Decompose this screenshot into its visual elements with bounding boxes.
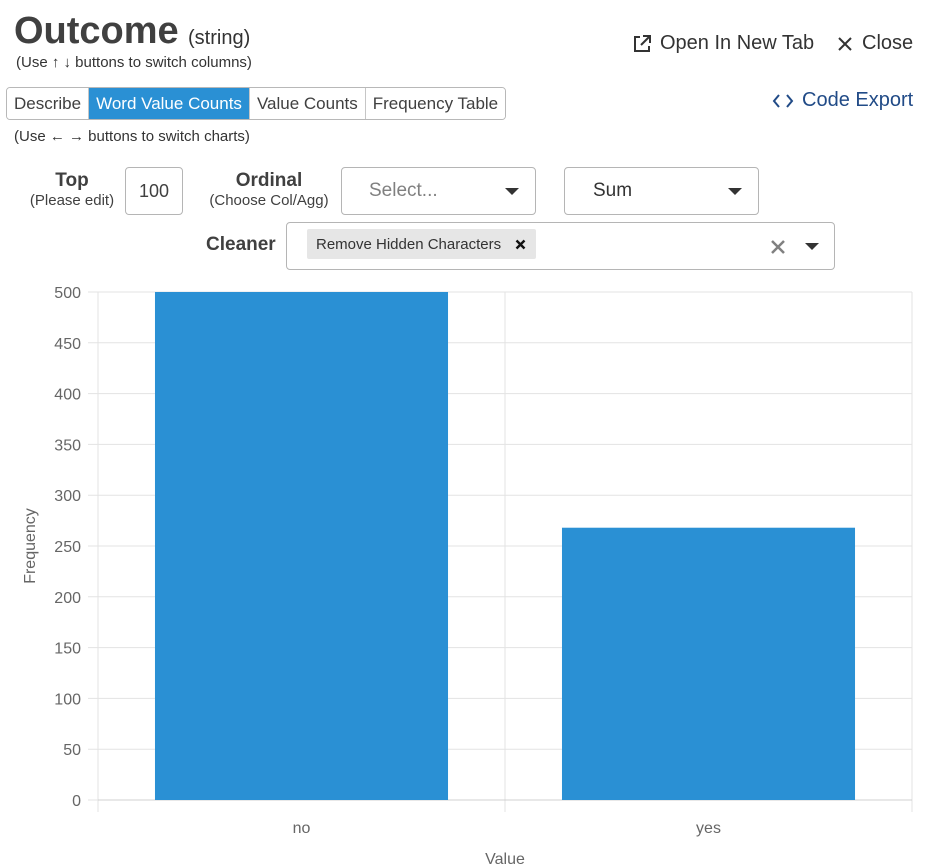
bar-no[interactable] xyxy=(154,292,449,800)
x-axis-ticks: no yes xyxy=(293,820,721,837)
chevron-down-icon[interactable] xyxy=(805,243,819,250)
top-input-value: 100 xyxy=(138,180,170,201)
y-tick-label: 150 xyxy=(54,641,81,658)
remove-tag-icon[interactable] xyxy=(515,239,526,250)
cleaner-multiselect[interactable]: Remove Hidden Characters xyxy=(286,222,835,270)
top-input[interactable]: 100 xyxy=(125,167,183,215)
y-tick-label: 350 xyxy=(54,437,81,454)
close-button[interactable]: Close xyxy=(836,32,913,55)
x-tick-label: yes xyxy=(696,820,721,837)
ordinal-sublabel: (Choose Col/Agg) xyxy=(209,192,329,209)
top-label: Top xyxy=(55,170,89,191)
cleaner-tag-label: Remove Hidden Characters xyxy=(316,235,502,253)
code-export-label: Code Export xyxy=(802,89,914,111)
y-axis-ticks: 0 50 100 150 200 250 300 350 400 450 500 xyxy=(54,285,81,810)
aggregation-select[interactable]: Sum xyxy=(564,167,759,215)
open-new-tab-label: Open In New Tab xyxy=(660,32,815,54)
y-tick-label: 250 xyxy=(54,539,81,556)
chevron-down-icon xyxy=(505,187,519,195)
close-label: Close xyxy=(862,32,914,54)
x-axis-label: Value xyxy=(485,851,525,868)
code-export-button[interactable]: Code Export xyxy=(772,89,913,112)
aggregation-value: Sum xyxy=(593,180,633,201)
open-new-tab-button[interactable]: Open In New Tab xyxy=(632,32,814,55)
word-value-counts-chart: 0 50 100 150 200 250 300 350 400 450 500 no yes Fre… xyxy=(22,285,913,868)
tab-value-counts[interactable]: Value Counts xyxy=(249,88,366,119)
chart-tabs: Describe Word Value Counts Value Counts … xyxy=(6,87,507,120)
column-title: Outcome xyxy=(14,10,179,52)
cleaner-label: Cleaner xyxy=(206,234,276,255)
clear-all-icon[interactable] xyxy=(770,239,786,255)
tab-word-value-counts[interactable]: Word Value Counts xyxy=(89,88,250,119)
ordinal-column-select[interactable]: Select... xyxy=(341,167,536,215)
top-sublabel: (Please edit) xyxy=(29,192,115,209)
close-icon xyxy=(838,36,852,51)
y-tick-label: 450 xyxy=(54,336,81,353)
y-tick-label: 500 xyxy=(54,285,81,302)
y-tick-label: 50 xyxy=(63,742,81,759)
y-axis-label: Frequency xyxy=(22,508,39,584)
ordinal-column-placeholder: Select... xyxy=(369,180,438,201)
bar-yes[interactable] xyxy=(561,527,856,800)
chevron-down-icon xyxy=(728,187,742,195)
x-tick-label: no xyxy=(293,820,311,837)
y-tick-label: 100 xyxy=(54,691,81,708)
ordinal-label: Ordinal xyxy=(235,170,303,191)
chart-bars xyxy=(154,292,856,800)
cleaner-tag: Remove Hidden Characters xyxy=(307,229,537,259)
y-tick-label: 0 xyxy=(72,793,81,810)
tab-frequency-table[interactable]: Frequency Table xyxy=(365,88,506,119)
top-label-group: Top (Please edit) xyxy=(22,170,122,209)
external-link-icon xyxy=(634,34,651,52)
column-dtype: (string) xyxy=(188,27,251,49)
ordinal-label-group: Ordinal (Choose Col/Agg) xyxy=(200,170,338,209)
y-tick-label: 300 xyxy=(54,488,81,505)
tab-describe[interactable]: Describe xyxy=(7,88,90,119)
chart-switch-hint: (Use ← → buttons to switch charts) xyxy=(14,128,250,145)
code-icon xyxy=(772,93,794,108)
column-switch-hint: (Use ↑ ↓ buttons to switch columns) xyxy=(16,54,252,71)
y-tick-label: 200 xyxy=(54,590,81,607)
y-tick-label: 400 xyxy=(54,387,81,404)
